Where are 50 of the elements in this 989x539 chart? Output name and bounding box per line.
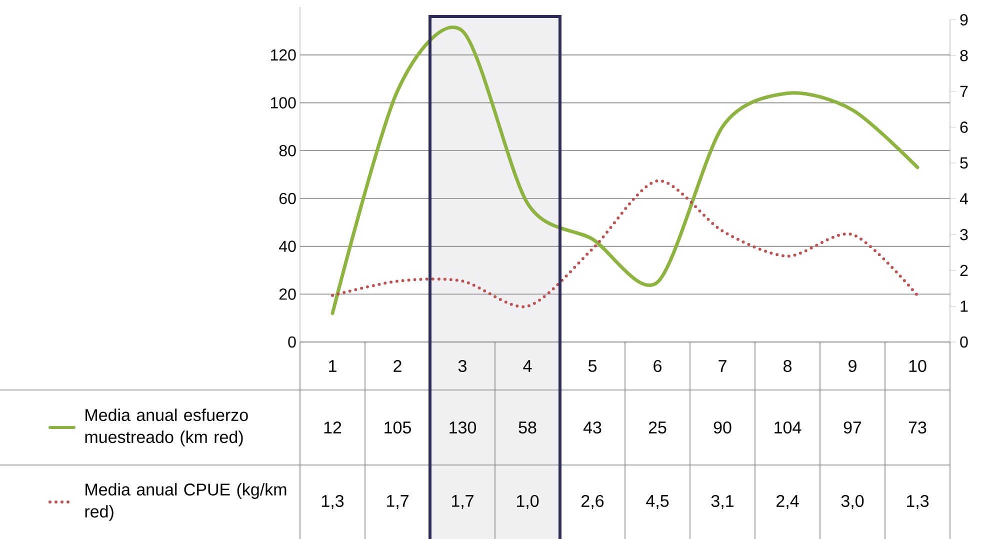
data-label: 3,1 (711, 494, 734, 510)
data-label: 105 (384, 421, 411, 434)
y2-tick-label: 2 (960, 264, 968, 276)
data-label: 2,6 (582, 494, 604, 510)
y-tick-label: 20 (279, 288, 296, 300)
y-tick-label: 120 (270, 49, 296, 61)
y2-tick-label: 4 (960, 193, 968, 204)
x-tick-label: 3 (458, 360, 466, 372)
data-label: 1,3 (322, 494, 344, 510)
y2-tick-label: 7 (960, 86, 968, 97)
line-series (331, 179, 919, 308)
x-tick-label: 1 (329, 360, 336, 372)
y2-tick-label: 9 (960, 14, 968, 26)
data-label: 1,7 (386, 495, 408, 509)
x-tick-label: 7 (718, 360, 726, 372)
data-label: 12 (324, 422, 342, 434)
x-tick-label: 4 (523, 360, 532, 372)
data-label: 58 (518, 421, 536, 434)
data-label: 1,3 (906, 494, 929, 510)
x-tick-label: 8 (784, 360, 792, 372)
y2-tick-label: 0 (960, 336, 968, 348)
y-tick-label: 60 (279, 192, 296, 204)
x-tick-label: 2 (394, 360, 402, 372)
data-label: 1,0 (516, 494, 539, 510)
data-label: 130 (450, 421, 476, 434)
x-tick-label: 6 (654, 360, 662, 372)
y2-tick-label: 6 (960, 122, 968, 133)
x-tick-label: 5 (588, 360, 597, 372)
legend-label: Media anual CPUE (kg/km red) (85, 483, 286, 521)
x-tick-label: 10 (909, 360, 926, 372)
y2-tick-label: 5 (960, 157, 968, 169)
data-label: 1,7 (452, 495, 474, 509)
y-tick-label: 80 (279, 144, 296, 156)
x-tick-label: 9 (848, 360, 856, 372)
y2-tick-label: 1 (960, 300, 968, 312)
y-tick-label: 0 (288, 336, 296, 348)
legend-label: Media anual esfuerzo muestreado (km red) (85, 408, 248, 446)
data-label: 4,5 (646, 495, 669, 509)
y2-tick-label: 3 (960, 228, 968, 240)
y-tick-label: 100 (270, 97, 296, 108)
data-label: 2,4 (776, 494, 799, 510)
data-label: 43 (583, 421, 602, 434)
data-label: 3,0 (841, 494, 864, 510)
y2-tick-label: 8 (960, 50, 968, 62)
data-label: 90 (714, 421, 732, 434)
y-tick-label: 40 (279, 240, 296, 252)
data-label: 97 (844, 421, 862, 434)
data-label: 104 (774, 421, 802, 434)
data-label: 73 (908, 421, 926, 434)
data-label: 25 (648, 421, 666, 434)
